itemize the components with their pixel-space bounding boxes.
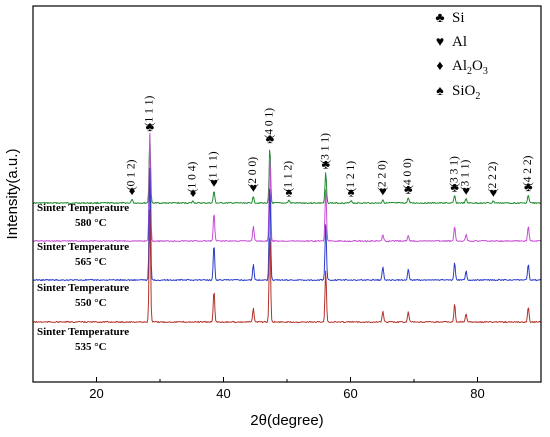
- legend-label: Si: [452, 10, 465, 26]
- legend-item-0: ♣ Si: [435, 9, 464, 26]
- peak-annotation-13: ♥(2 2 2): [487, 161, 499, 199]
- series-line-1: [32, 132, 541, 243]
- peak-annotation-6: ♠(1 1 2): [283, 161, 295, 199]
- peak-annotation-7: ♣(3 1 1): [319, 133, 331, 171]
- legend: ♣ Si ♥ Al ♦ Al2O3 ♠ SiO2: [435, 9, 487, 102]
- hkl-label: (1 1 1): [143, 96, 155, 127]
- legend-label: Al2O3: [452, 58, 488, 77]
- hkl-label: (1 1 1): [208, 151, 220, 182]
- peak-annotation-0: ♦(0 1 2): [126, 159, 138, 197]
- y-axis-label: Intensity(a.u.): [4, 149, 21, 240]
- peak-annotation-layer: ♦(0 1 2)♣(1 1 1)♦(1 0 4) ♥(1 1 1)♥(2 0 0)…: [126, 96, 534, 200]
- x-tick-label: 20: [89, 386, 103, 401]
- hkl-label: (1 0 4): [187, 161, 199, 192]
- phase-marker-icon: ♥: [379, 184, 387, 199]
- hkl-label: (0 1 2): [126, 159, 138, 190]
- series-layer: [32, 132, 541, 324]
- phase-marker-icon: ♣: [266, 131, 275, 146]
- legend-label: SiO2: [452, 83, 480, 102]
- phase-marker-icon: ♥: [462, 183, 470, 198]
- peak-annotation-10: ♣(4 0 0): [402, 158, 414, 196]
- hkl-label: (1 1 2): [283, 161, 295, 192]
- series-label-line2: 535 °C: [75, 341, 107, 353]
- phase-marker-icon: ♥: [210, 175, 218, 190]
- series-line-0: [33, 134, 541, 205]
- series-label-2: Sinter Temperature 550 °C: [37, 282, 129, 309]
- series-line-3: [32, 209, 541, 324]
- peak-annotation-9: ♥(2 2 0): [377, 160, 389, 198]
- phase-marker-icon: ♦: [129, 183, 136, 198]
- phase-marker-icon: ♣: [450, 180, 459, 195]
- series-label-line2: 565 °C: [75, 256, 107, 268]
- legend-symbol-icon: ♠: [436, 82, 444, 98]
- hkl-label: (1 2 1): [345, 161, 357, 192]
- phase-marker-icon: ♣: [524, 179, 533, 194]
- series-label-line2: 550 °C: [75, 297, 107, 309]
- series-label-line1: Sinter Temperature: [37, 241, 129, 253]
- phase-marker-icon: ♣: [146, 119, 155, 134]
- phase-marker-icon: ♥: [490, 185, 498, 200]
- hkl-label: (2 2 2): [487, 161, 499, 192]
- series-label-1: Sinter Temperature 565 °C: [37, 241, 129, 268]
- phase-marker-icon: ♣: [321, 156, 330, 171]
- legend-symbol-icon: ♦: [436, 57, 443, 73]
- x-tick-label: 60: [343, 386, 357, 401]
- peak-annotation-14: ♣(4 2 2): [522, 155, 534, 193]
- series-label-line2: 580 °C: [75, 217, 107, 229]
- hkl-label: (3 1 1): [460, 159, 472, 190]
- series-label-line1: Sinter Temperature: [37, 202, 129, 214]
- hkl-label: (2 2 0): [377, 160, 389, 191]
- legend-item-1: ♥ Al: [436, 33, 467, 50]
- hkl-label: (3 3 1): [448, 156, 460, 187]
- series-label-line1: Sinter Temperature: [37, 326, 129, 338]
- legend-symbol-icon: ♥: [436, 33, 444, 49]
- phase-marker-icon: ♠: [348, 184, 355, 199]
- peak-annotation-11: ♣(3 3 1): [448, 156, 460, 194]
- peak-annotation-5: ♣(4 0 1): [263, 108, 275, 146]
- series-label-0: Sinter Temperature 580 °C: [37, 202, 129, 229]
- series-label-3: Sinter Temperature 535 °C: [37, 326, 129, 353]
- hkl-label: (2 0 0): [247, 157, 259, 188]
- peak-annotation-1: ♣(1 1 1): [143, 96, 155, 134]
- hkl-label: (3 1 1): [319, 133, 331, 164]
- peak-annotation-2: ♦(1 0 4): [187, 161, 199, 199]
- peak-annotation-4: ♥(2 0 0): [247, 157, 259, 195]
- hkl-label: (4 0 1): [263, 108, 275, 139]
- x-tick-label: 40: [216, 386, 230, 401]
- legend-item-3: ♠ SiO2: [436, 82, 480, 102]
- legend-item-2: ♦ Al2O3: [436, 57, 487, 77]
- peak-annotation-8: ♠(1 2 1): [345, 161, 357, 199]
- x-axis-ticks: 20 40 60 80: [32, 377, 542, 401]
- phase-marker-icon: ♠: [285, 184, 292, 199]
- hkl-label: (4 2 2): [522, 155, 534, 186]
- legend-label: Al: [452, 34, 467, 50]
- phase-marker-icon: ♣: [404, 182, 413, 197]
- x-tick-label: 80: [470, 386, 484, 401]
- phase-marker-icon: ♥: [249, 180, 257, 195]
- series-label-line1: Sinter Temperature: [37, 282, 129, 294]
- phase-marker-icon: ♦: [190, 185, 197, 200]
- series-line-2: [32, 167, 541, 282]
- peak-annotation-12: ♥(3 1 1): [460, 159, 472, 197]
- legend-symbol-icon: ♣: [435, 9, 444, 25]
- x-axis-label: 2θ(degree): [250, 412, 323, 429]
- peak-annotation-3: ♥(1 1 1): [208, 151, 220, 189]
- hkl-label: (4 0 0): [402, 158, 414, 189]
